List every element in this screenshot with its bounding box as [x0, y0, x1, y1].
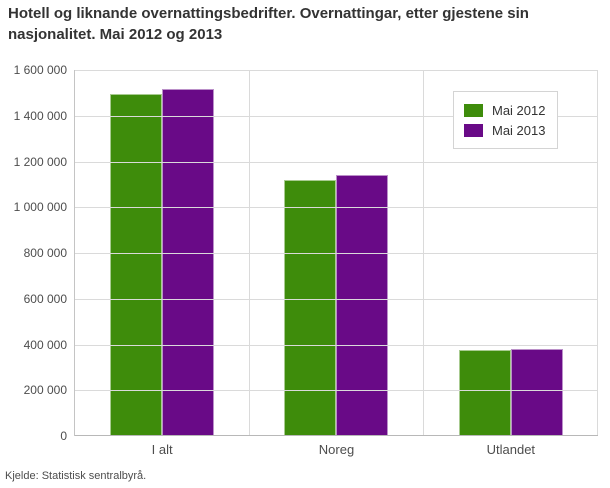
- chart-title: Hotell og liknande overnattingsbedrifter…: [8, 5, 529, 43]
- legend-label: Mai 2012: [492, 102, 546, 118]
- gridline: [75, 253, 598, 254]
- y-axis-labels: 0 200 000 400 000 600 000 800 000 1 000 000 1 …: [0, 63, 67, 443]
- gridline: [75, 207, 598, 209]
- x-axis-line: [75, 435, 598, 436]
- y-axis-line: [74, 70, 75, 436]
- legend-swatch-mai-2012: [464, 103, 483, 117]
- legend: Mai 2012 Mai 2013: [453, 91, 559, 149]
- bar-mai-2012: [110, 93, 163, 436]
- y-axis-tick-label: 400 000: [23, 337, 67, 352]
- bar-mai-2013: [510, 349, 563, 436]
- bar-group: [249, 70, 423, 436]
- y-axis-tick-label: 1 000 000: [13, 200, 67, 215]
- bar-group: [424, 70, 598, 436]
- y-axis-tick-label: 800 000: [23, 246, 67, 260]
- y-axis-tick-label: 1 600 000: [13, 63, 67, 77]
- gridline: [75, 115, 598, 117]
- bar-groups: [75, 70, 598, 436]
- x-axis-label-noreg: Noreg: [318, 442, 355, 457]
- gridline: [75, 298, 598, 300]
- y-axis-tick-label: 0: [60, 429, 67, 443]
- bar-mai-2012: [284, 179, 337, 436]
- plot-area: [74, 70, 598, 436]
- x-axis-label-ialt: I alt: [151, 442, 173, 457]
- legend-item-mai-2012[interactable]: Mai 2012: [464, 101, 545, 119]
- legend-item-mai-2013[interactable]: Mai 2013: [464, 121, 545, 139]
- gridline: [75, 161, 598, 163]
- gridline: [75, 70, 598, 71]
- bar-group: [75, 70, 249, 436]
- gridline: [75, 390, 598, 392]
- y-axis-tick-label: 600 000: [23, 291, 67, 306]
- y-axis-tick-label: 1 200 000: [13, 154, 67, 169]
- bar-mai-2013: [162, 88, 215, 436]
- legend-label: Mai 2013: [492, 122, 546, 138]
- bar-mai-2013: [336, 175, 389, 436]
- legend-swatch-mai-2013: [464, 123, 483, 137]
- source-note: Kjelde: Statistisk sentralbyrå.: [5, 470, 147, 482]
- x-axis-label-utlandet: Utlandet: [486, 442, 536, 457]
- gridline: [75, 344, 598, 346]
- y-axis-tick-label: 1 400 000: [13, 108, 67, 123]
- y-axis-tick-label: 200 000: [23, 383, 67, 398]
- x-axis-labels: I alt Noreg Utlandet: [75, 442, 598, 457]
- bar-mai-2012: [458, 350, 511, 436]
